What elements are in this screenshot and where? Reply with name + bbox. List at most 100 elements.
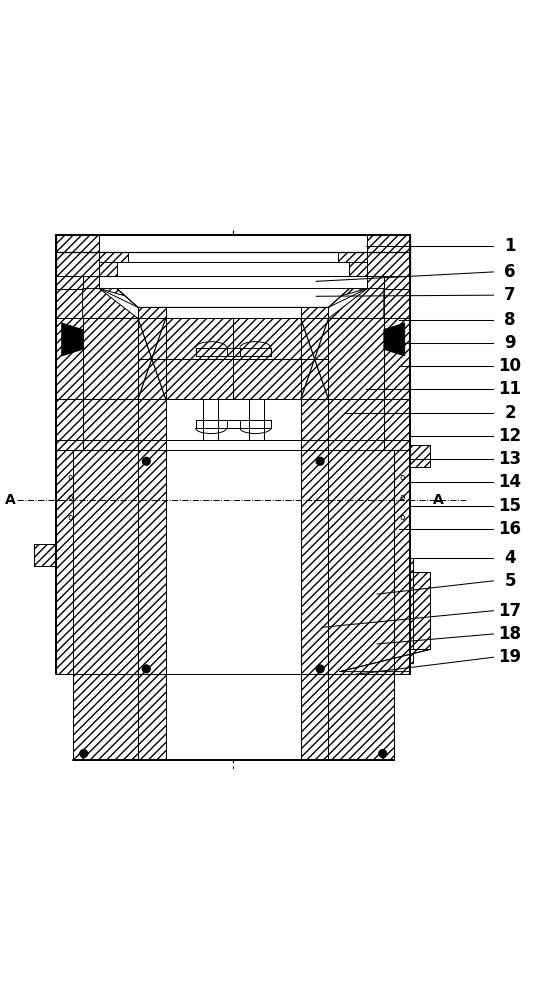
Polygon shape: [340, 649, 430, 672]
Polygon shape: [56, 289, 83, 318]
Polygon shape: [166, 307, 301, 318]
Polygon shape: [301, 359, 329, 399]
Polygon shape: [329, 440, 384, 450]
Polygon shape: [166, 440, 301, 450]
Circle shape: [316, 665, 324, 673]
Text: 12: 12: [498, 427, 522, 445]
Polygon shape: [367, 252, 410, 276]
Polygon shape: [384, 399, 410, 440]
Polygon shape: [56, 318, 83, 399]
Polygon shape: [34, 544, 56, 566]
Polygon shape: [301, 289, 367, 307]
Circle shape: [80, 750, 88, 757]
Text: 4: 4: [504, 549, 516, 567]
Circle shape: [316, 457, 324, 465]
Polygon shape: [329, 399, 384, 440]
Text: o: o: [67, 493, 73, 502]
Text: 5: 5: [504, 572, 516, 590]
Polygon shape: [301, 318, 329, 359]
Polygon shape: [138, 359, 166, 399]
Polygon shape: [233, 359, 301, 399]
Polygon shape: [233, 318, 301, 359]
Polygon shape: [138, 440, 166, 450]
Text: 17: 17: [498, 602, 522, 620]
Text: 6: 6: [504, 263, 516, 281]
Text: 9: 9: [504, 334, 516, 352]
Polygon shape: [339, 252, 367, 262]
Polygon shape: [393, 450, 410, 674]
Polygon shape: [99, 262, 117, 276]
Circle shape: [143, 457, 150, 465]
Polygon shape: [367, 276, 384, 289]
Polygon shape: [203, 399, 218, 440]
Polygon shape: [301, 307, 329, 318]
Polygon shape: [117, 289, 350, 307]
Polygon shape: [56, 399, 83, 440]
Text: 7: 7: [504, 286, 516, 304]
Polygon shape: [73, 674, 138, 760]
Text: 8: 8: [504, 311, 516, 329]
Polygon shape: [99, 289, 166, 307]
Polygon shape: [329, 450, 393, 674]
Circle shape: [143, 665, 150, 673]
Polygon shape: [249, 399, 264, 440]
Polygon shape: [56, 450, 73, 674]
Text: 15: 15: [498, 497, 522, 515]
Polygon shape: [138, 307, 166, 318]
Polygon shape: [83, 289, 138, 318]
Polygon shape: [138, 674, 166, 760]
Text: A: A: [6, 493, 16, 507]
Text: o: o: [400, 513, 405, 522]
Polygon shape: [410, 445, 430, 467]
Polygon shape: [99, 235, 367, 252]
Polygon shape: [99, 252, 128, 262]
Polygon shape: [329, 674, 393, 760]
Polygon shape: [301, 399, 329, 440]
Polygon shape: [56, 440, 83, 450]
Circle shape: [379, 750, 387, 757]
Polygon shape: [128, 252, 339, 262]
Polygon shape: [83, 399, 138, 440]
Polygon shape: [329, 289, 384, 318]
Text: o: o: [67, 513, 73, 522]
Text: 11: 11: [498, 380, 522, 398]
Polygon shape: [99, 276, 367, 289]
Polygon shape: [384, 318, 410, 399]
Text: 14: 14: [498, 473, 522, 491]
Polygon shape: [384, 440, 410, 450]
Polygon shape: [410, 572, 430, 649]
Text: A: A: [433, 493, 443, 507]
Polygon shape: [83, 318, 138, 399]
Text: 18: 18: [498, 625, 522, 643]
Polygon shape: [384, 289, 410, 318]
Polygon shape: [301, 674, 329, 760]
Text: 2: 2: [504, 404, 516, 422]
Polygon shape: [83, 440, 138, 450]
Polygon shape: [384, 276, 410, 289]
Text: 19: 19: [498, 648, 522, 666]
Polygon shape: [301, 440, 329, 450]
Text: 1: 1: [504, 237, 516, 255]
Polygon shape: [138, 399, 166, 440]
Polygon shape: [166, 399, 301, 440]
Polygon shape: [410, 558, 413, 663]
Polygon shape: [350, 262, 367, 276]
Text: 16: 16: [498, 520, 522, 538]
Polygon shape: [62, 323, 83, 356]
Polygon shape: [166, 359, 233, 399]
Polygon shape: [329, 318, 384, 399]
Polygon shape: [117, 262, 350, 276]
Polygon shape: [166, 450, 301, 674]
Polygon shape: [56, 235, 99, 252]
Text: 13: 13: [498, 450, 522, 468]
Text: o: o: [400, 493, 405, 502]
Polygon shape: [166, 674, 301, 760]
Polygon shape: [138, 318, 166, 359]
Polygon shape: [367, 235, 410, 252]
Polygon shape: [83, 276, 99, 289]
Text: o: o: [67, 473, 73, 482]
Polygon shape: [166, 318, 233, 359]
Text: 10: 10: [498, 357, 522, 375]
Polygon shape: [56, 276, 83, 289]
Polygon shape: [301, 450, 329, 674]
